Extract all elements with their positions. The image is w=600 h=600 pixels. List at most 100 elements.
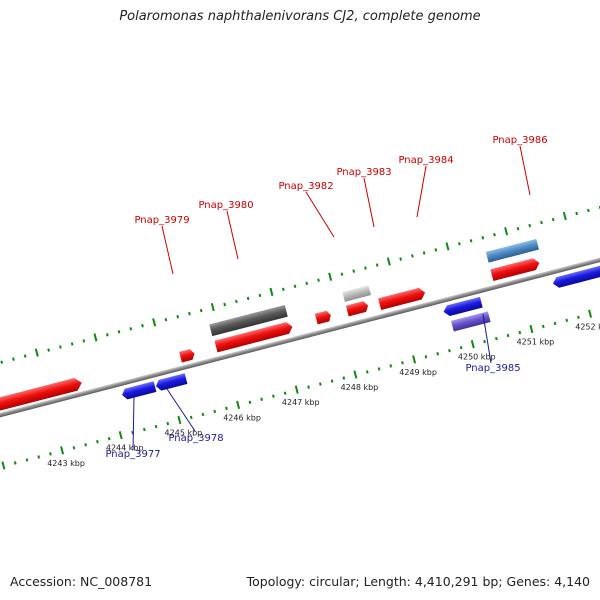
kbp-axis-labels: 4243 kbp 4244 kbp 4245 kbp 4246 kbp 4247 kbp… [47, 322, 600, 468]
lower-minor-tick [142, 427, 146, 432]
lower-minor-tick [154, 424, 158, 429]
upper-minor-tick [598, 205, 600, 210]
gene-label-pnap-3983[interactable]: Pnap_3983 [336, 167, 391, 178]
leader-line-3980 [226, 210, 239, 260]
gene-label-pnap-3986[interactable]: Pnap_3986 [492, 135, 547, 146]
leader-line-3985 [482, 313, 492, 364]
lower-major-tick [177, 415, 182, 425]
upper-minor-tick [540, 220, 543, 225]
upper-minor-tick [12, 357, 15, 361]
gene-label-pnap-3984[interactable]: Pnap_3984 [398, 155, 453, 166]
gene-label-pnap-3982[interactable]: Pnap_3982 [278, 181, 333, 192]
lower-minor-tick [213, 409, 217, 414]
upper-minor-tick [176, 314, 180, 319]
upper-minor-tick [129, 327, 133, 331]
upper-minor-tick [305, 281, 309, 285]
lower-minor-tick [283, 391, 287, 395]
kbp-label: 4251 kbp [517, 337, 555, 346]
gene-arrow-reverse-b[interactable] [155, 373, 188, 391]
gene-label-pnap-3977[interactable]: Pnap_3977 [105, 449, 160, 460]
lower-minor-tick [25, 458, 29, 462]
lower-minor-tick [225, 406, 228, 411]
upper-minor-tick [258, 293, 262, 298]
gene-label-pnap-3978[interactable]: Pnap_3978 [168, 433, 223, 444]
upper-minor-tick [352, 269, 356, 273]
gene-arrow-reverse-right[interactable] [552, 260, 600, 289]
gene-pnap-3980-gray[interactable] [209, 304, 288, 337]
map-title: Polaromonas naphthalenivorans CJ2, compl… [119, 9, 481, 24]
upper-minor-tick [375, 263, 379, 267]
upper-minor-tick [281, 287, 285, 292]
lower-minor-tick [565, 318, 569, 323]
upper-minor-tick [364, 266, 367, 270]
lower-minor-tick [318, 382, 322, 386]
upper-minor-tick [223, 302, 226, 307]
lower-minor-tick [448, 349, 451, 353]
lower-minor-tick [201, 412, 205, 417]
upper-minor-tick [188, 311, 191, 316]
upper-minor-tick [399, 257, 403, 261]
lower-minor-tick [72, 446, 76, 450]
genome-summary-text: Topology: circular; Length: 4,410,291 bp… [246, 574, 590, 589]
lower-minor-tick [436, 352, 440, 356]
lower-major-tick [236, 400, 241, 409]
lower-minor-tick [96, 440, 99, 444]
upper-tick-row [0, 205, 600, 364]
lower-minor-tick [107, 437, 111, 441]
lower-minor-tick [260, 397, 264, 401]
gene-pnap-3985-purple[interactable] [451, 311, 491, 332]
kbp-label: 4245 kbp [165, 429, 203, 438]
leader-line-3982 [305, 191, 335, 238]
gene-arrow-pnap-3985-blue[interactable] [442, 296, 483, 317]
lower-major-tick [412, 355, 417, 364]
gene-pnap-3986-steel[interactable] [485, 238, 539, 263]
upper-minor-tick [246, 296, 250, 301]
upper-major-tick [34, 348, 39, 357]
upper-minor-tick [70, 342, 74, 346]
lower-major-tick [294, 385, 299, 394]
upper-minor-tick [481, 236, 485, 240]
upper-minor-tick [411, 254, 414, 258]
lower-major-tick [60, 446, 65, 455]
gene-label-pnap-3979[interactable]: Pnap_3979 [134, 215, 189, 226]
gene-arrow-pnap-3983[interactable] [345, 300, 370, 317]
gene-label-pnap-3980[interactable]: Pnap_3980 [198, 200, 253, 211]
upper-major-tick [210, 302, 215, 312]
gene-arrow-pnap-3980-lower[interactable] [214, 321, 293, 353]
gene-label-pnap-3985[interactable]: Pnap_3985 [465, 363, 520, 374]
lower-minor-tick [365, 370, 369, 374]
gene-pnap-3983-light[interactable] [342, 285, 372, 302]
lower-minor-tick [13, 461, 17, 465]
upper-minor-tick [340, 272, 344, 276]
lower-minor-tick [401, 361, 404, 365]
lower-minor-tick [37, 455, 41, 459]
upper-minor-tick [235, 299, 238, 304]
gene-arrow-pnap-3979[interactable] [179, 348, 196, 363]
kbp-label: 4248 kbp [341, 383, 379, 392]
upper-major-tick [504, 227, 509, 236]
kbp-label: 4247 kbp [282, 398, 320, 407]
upper-minor-tick [516, 226, 520, 231]
lower-minor-tick [483, 339, 486, 344]
upper-minor-tick [105, 333, 109, 337]
lower-major-tick [118, 431, 123, 440]
upper-minor-tick [317, 278, 320, 282]
upper-minor-tick [528, 223, 532, 228]
gene-arrow-pnap-3984[interactable] [378, 287, 427, 311]
upper-major-tick [269, 287, 274, 297]
gene-arrow-reverse-a[interactable] [121, 381, 157, 400]
leader-line-3979 [161, 225, 174, 275]
lower-minor-tick [495, 336, 498, 341]
gene-arrow-forward-left[interactable] [0, 376, 83, 412]
upper-major-tick [445, 242, 450, 251]
lower-minor-tick [389, 364, 393, 368]
upper-minor-tick [457, 242, 461, 246]
gene-arrow-pnap-3986-red[interactable] [490, 257, 540, 281]
kbp-label: 4243 kbp [47, 459, 85, 468]
genome-backbone [0, 195, 600, 475]
leader-line-3984 [416, 165, 427, 218]
upper-minor-tick [493, 233, 496, 237]
lower-minor-tick [49, 452, 52, 456]
gene-arrow-pnap-3982[interactable] [314, 310, 332, 325]
